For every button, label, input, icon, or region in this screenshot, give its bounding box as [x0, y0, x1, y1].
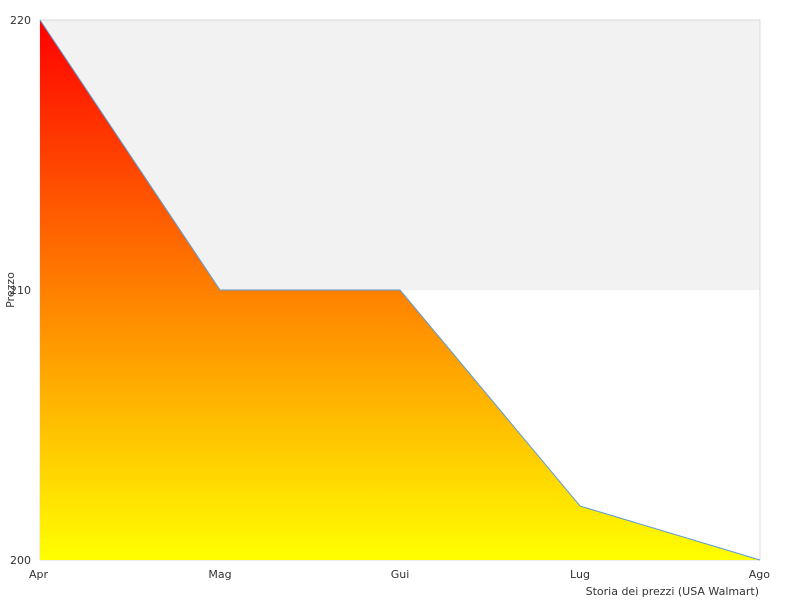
data-point-mag [219, 289, 221, 291]
x-tick-label: Mag [208, 568, 231, 581]
y-tick-label: 220 [10, 14, 31, 27]
x-axis-title: Storia dei prezzi (USA Walmart) [586, 585, 759, 598]
series-line [39, 19, 761, 561]
x-tick-label: Gui [391, 568, 410, 581]
data-point-apr [39, 19, 41, 21]
data-point-lug [579, 505, 581, 507]
data-point-gui [399, 289, 401, 291]
x-tick-label: Lug [570, 568, 590, 581]
x-tick-label: Apr [29, 568, 49, 581]
data-point-ago [759, 559, 761, 561]
x-axis-ticks: Apr Mag Gui Lug Ago [29, 568, 770, 581]
y-axis-ticks: 200 210 220 [10, 14, 31, 567]
y-tick-label: 210 [10, 284, 31, 297]
x-tick-label: Ago [749, 568, 771, 581]
y-tick-label: 200 [10, 554, 31, 567]
y-axis-title: Prezzo [4, 272, 17, 308]
